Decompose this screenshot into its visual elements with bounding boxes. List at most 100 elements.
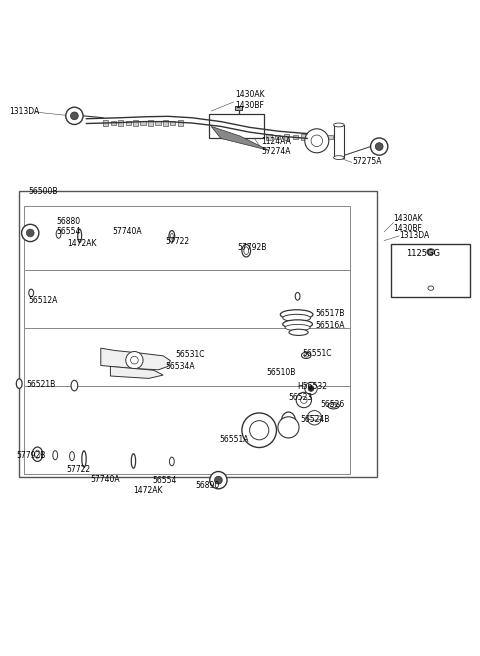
Text: 56516A: 56516A [316,321,345,330]
Bar [133,120,138,126]
Text: 56551C: 56551C [302,349,332,358]
Polygon shape [101,348,170,370]
Circle shape [278,417,299,438]
Ellipse shape [307,415,322,420]
Circle shape [305,129,329,153]
Text: 57722: 57722 [166,237,190,246]
Ellipse shape [283,320,312,329]
Bar [88,457,94,468]
Circle shape [215,476,222,484]
Text: 56512A: 56512A [29,296,58,304]
Text: 1313DA: 1313DA [10,108,40,117]
Bar [148,120,153,126]
Bar [83,455,88,470]
Text: 56554: 56554 [153,476,177,485]
Bar [319,134,324,140]
Ellipse shape [304,354,309,357]
Bar [301,134,307,140]
Ellipse shape [428,286,433,291]
Ellipse shape [280,310,313,319]
Ellipse shape [334,123,344,127]
Ellipse shape [281,412,296,431]
Ellipse shape [244,247,249,255]
Bar [103,120,108,126]
Bar [19,191,377,477]
Bar [126,121,131,125]
Ellipse shape [328,403,339,409]
Bar [178,120,183,126]
Text: 57792B: 57792B [238,243,267,252]
Text: 1124AA
57274A: 1124AA 57274A [262,137,291,156]
Ellipse shape [32,447,43,461]
Circle shape [242,413,276,447]
Bar [310,135,315,139]
Bar [106,455,111,470]
Ellipse shape [70,451,74,461]
Bar [123,457,128,468]
Ellipse shape [427,249,434,255]
Bar [336,134,341,140]
Circle shape [126,352,143,369]
Circle shape [375,143,383,150]
Bar [102,234,107,246]
Bar [24,205,350,270]
Bar [107,236,112,245]
Bar [235,106,242,110]
Text: 56526: 56526 [321,400,345,409]
Bar [110,121,116,125]
Polygon shape [110,367,163,379]
Text: 56534A: 56534A [166,362,195,371]
Bar [87,236,92,245]
Ellipse shape [289,329,308,335]
Circle shape [305,382,317,395]
Circle shape [300,397,307,403]
Circle shape [311,135,323,146]
Circle shape [22,224,39,241]
Bar [118,120,123,126]
Text: 57792B: 57792B [17,451,46,460]
Bar [117,236,122,245]
Circle shape [250,420,269,440]
Bar [24,328,350,386]
Bar [24,270,350,328]
Bar [334,125,344,157]
Circle shape [66,107,83,125]
Bar [209,114,264,138]
Ellipse shape [53,451,58,460]
Text: 1430AK
1430BF: 1430AK 1430BF [235,91,265,110]
Bar [275,135,280,139]
Ellipse shape [169,230,175,242]
Text: 1472AK: 1472AK [133,485,163,495]
Circle shape [296,392,312,407]
Ellipse shape [82,451,86,467]
Ellipse shape [35,450,40,459]
Text: 57740A: 57740A [90,475,120,483]
Text: 1313DA: 1313DA [399,232,430,240]
Bar [140,121,145,125]
Bar [111,457,117,468]
Bar [92,234,96,246]
Text: 56510B: 56510B [266,367,296,377]
Ellipse shape [78,229,82,243]
Circle shape [371,138,388,155]
Text: 56531C: 56531C [175,350,204,359]
Text: H56532: H56532 [298,382,327,391]
Text: 56517B: 56517B [316,309,345,318]
Circle shape [307,411,322,425]
Bar [163,120,168,126]
Circle shape [308,386,314,392]
Text: 1125GG: 1125GG [406,249,440,258]
Ellipse shape [283,314,311,321]
Bar [391,244,470,297]
Text: 56523: 56523 [288,393,312,402]
Text: 56551A: 56551A [220,435,249,444]
Text: 56524B: 56524B [300,415,329,424]
Ellipse shape [169,457,174,466]
Bar [117,455,122,470]
Text: 56521B: 56521B [26,380,56,389]
Ellipse shape [71,380,78,391]
Bar [122,234,127,246]
Ellipse shape [16,379,22,388]
Text: 57740A: 57740A [113,228,143,237]
Bar [284,134,289,140]
